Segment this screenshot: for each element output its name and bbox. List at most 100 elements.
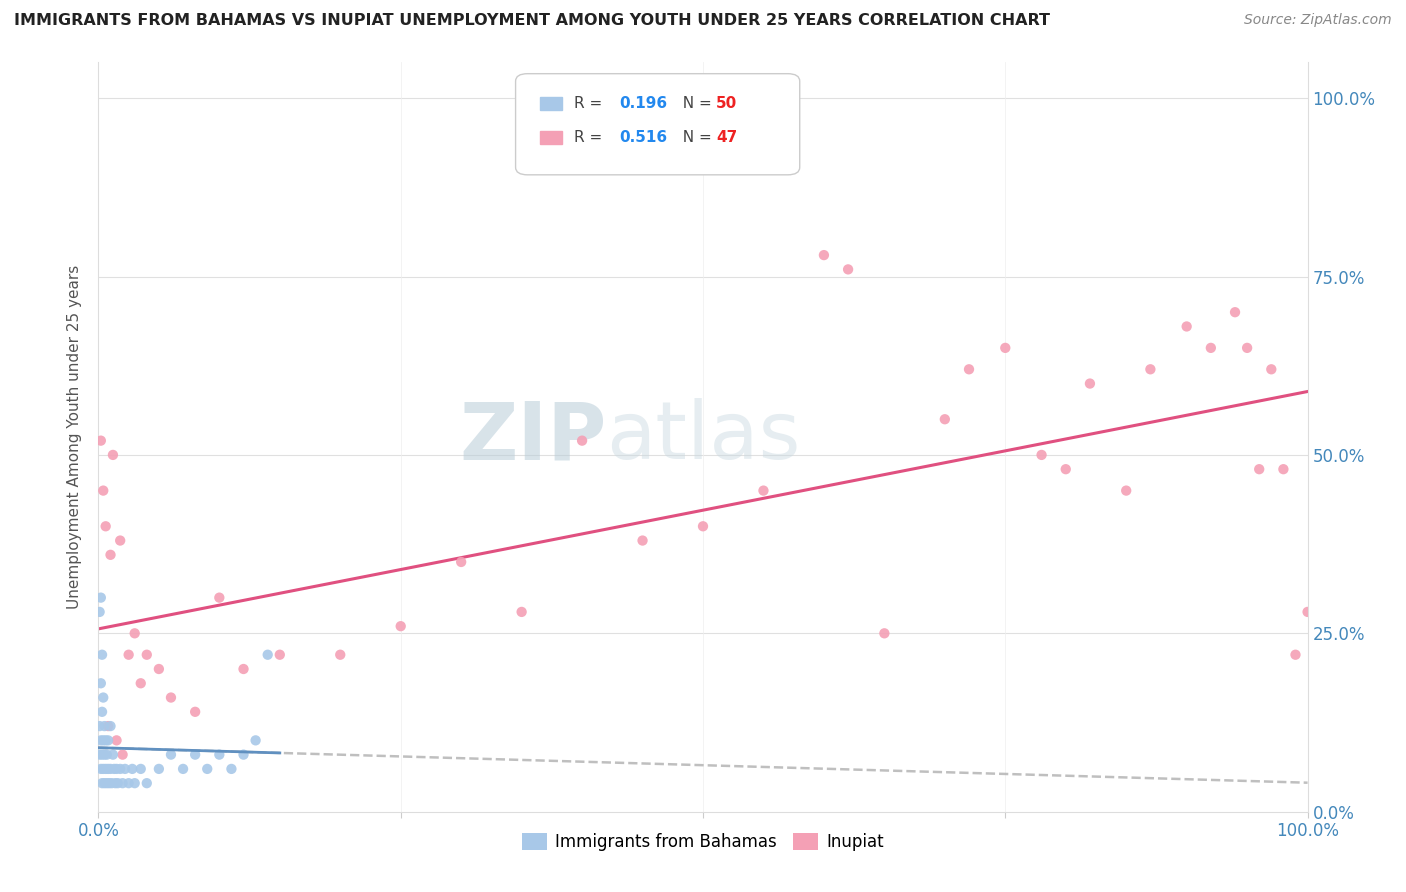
Point	[837, 262, 859, 277]
FancyBboxPatch shape	[516, 74, 800, 175]
Point	[108, 762, 131, 776]
Point	[124, 776, 146, 790]
Point	[101, 448, 124, 462]
Text: IMMIGRANTS FROM BAHAMAS VS INUPIAT UNEMPLOYMENT AMONG YOUTH UNDER 25 YEARS CORRE: IMMIGRANTS FROM BAHAMAS VS INUPIAT UNEMP…	[14, 13, 1050, 29]
Point	[91, 733, 114, 747]
Point	[97, 733, 120, 747]
Point	[104, 776, 127, 790]
Y-axis label: Unemployment Among Youth under 25 years: Unemployment Among Youth under 25 years	[67, 265, 83, 609]
Point	[91, 762, 114, 776]
Text: R =: R =	[574, 130, 607, 145]
Point	[98, 776, 121, 790]
Point	[105, 762, 128, 776]
Point	[148, 762, 170, 776]
Text: 0.516: 0.516	[620, 130, 668, 145]
Point	[1223, 305, 1246, 319]
Point	[105, 733, 128, 747]
Point	[100, 548, 122, 562]
Point	[1054, 462, 1077, 476]
Text: 0.196: 0.196	[620, 96, 668, 112]
Point	[111, 776, 134, 790]
Point	[631, 533, 654, 548]
Point	[1249, 462, 1271, 476]
Point	[129, 676, 152, 690]
Point	[91, 648, 114, 662]
Point	[124, 626, 146, 640]
Point	[221, 762, 243, 776]
Point	[93, 776, 115, 790]
Point	[450, 555, 472, 569]
Text: N =: N =	[672, 96, 717, 112]
Point	[90, 676, 112, 690]
Point	[121, 762, 143, 776]
Point	[100, 776, 122, 790]
Point	[873, 626, 896, 640]
Point	[1115, 483, 1137, 498]
Point	[114, 762, 136, 776]
Point	[232, 747, 254, 762]
Point	[100, 719, 122, 733]
Point	[1031, 448, 1053, 462]
Legend: Immigrants from Bahamas, Inupiat: Immigrants from Bahamas, Inupiat	[515, 826, 891, 857]
Point	[510, 605, 533, 619]
Point	[1175, 319, 1198, 334]
Text: atlas: atlas	[606, 398, 800, 476]
Point	[184, 747, 207, 762]
Point	[389, 619, 412, 633]
Point	[89, 605, 111, 619]
Point	[118, 648, 141, 662]
Text: R =: R =	[574, 96, 607, 112]
Point	[1260, 362, 1282, 376]
Text: N =: N =	[672, 130, 717, 145]
Point	[90, 733, 112, 747]
Point	[1199, 341, 1222, 355]
Point	[1272, 462, 1295, 476]
Point	[94, 733, 117, 747]
Point	[752, 483, 775, 498]
Point	[329, 648, 352, 662]
Point	[160, 747, 183, 762]
Point	[1236, 341, 1258, 355]
Point	[91, 705, 114, 719]
Point	[103, 762, 125, 776]
Text: 47: 47	[716, 130, 738, 145]
Point	[100, 762, 122, 776]
Point	[93, 719, 115, 733]
Point	[89, 719, 111, 733]
Point	[97, 719, 120, 733]
Point	[269, 648, 291, 662]
Point	[148, 662, 170, 676]
Point	[692, 519, 714, 533]
Point	[91, 747, 114, 762]
Point	[957, 362, 980, 376]
Point	[571, 434, 593, 448]
Point	[108, 533, 131, 548]
Point	[90, 762, 112, 776]
Point	[135, 648, 157, 662]
Point	[1078, 376, 1101, 391]
Point	[96, 776, 118, 790]
Point	[101, 747, 124, 762]
Point	[1139, 362, 1161, 376]
Point	[195, 762, 218, 776]
Point	[1296, 605, 1319, 619]
Point	[934, 412, 956, 426]
Point	[94, 762, 117, 776]
Point	[813, 248, 835, 262]
Point	[111, 747, 134, 762]
Point	[90, 434, 112, 448]
Point	[232, 662, 254, 676]
Point	[93, 747, 115, 762]
Point	[994, 341, 1017, 355]
Point	[94, 519, 117, 533]
Text: ZIP: ZIP	[458, 398, 606, 476]
Text: 50: 50	[716, 96, 738, 112]
Point	[91, 483, 114, 498]
Point	[160, 690, 183, 705]
Text: Source: ZipAtlas.com: Source: ZipAtlas.com	[1244, 13, 1392, 28]
Point	[208, 591, 231, 605]
Point	[256, 648, 278, 662]
Point	[91, 690, 114, 705]
Point	[89, 747, 111, 762]
Point	[184, 705, 207, 719]
